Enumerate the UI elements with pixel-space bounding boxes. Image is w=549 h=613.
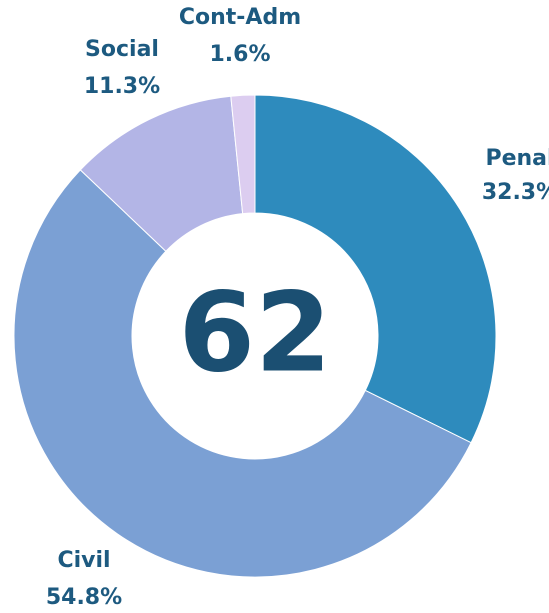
slice-value-label: 1.6% — [209, 42, 270, 67]
slice — [254, 94, 497, 444]
slice-value-label: 54.8% — [46, 585, 122, 610]
slice-label: Penal — [485, 146, 549, 171]
slice — [13, 169, 472, 578]
slices — [13, 94, 497, 578]
center-label: 62 — [178, 268, 331, 396]
slice-label: Social — [85, 37, 159, 62]
slice-label: Cont-Adm — [179, 5, 301, 30]
slice — [230, 94, 256, 215]
slice-value-label: 32.3% — [482, 180, 549, 205]
slice-label: Civil — [57, 548, 110, 573]
slice-value-label: 11.3% — [84, 74, 160, 99]
